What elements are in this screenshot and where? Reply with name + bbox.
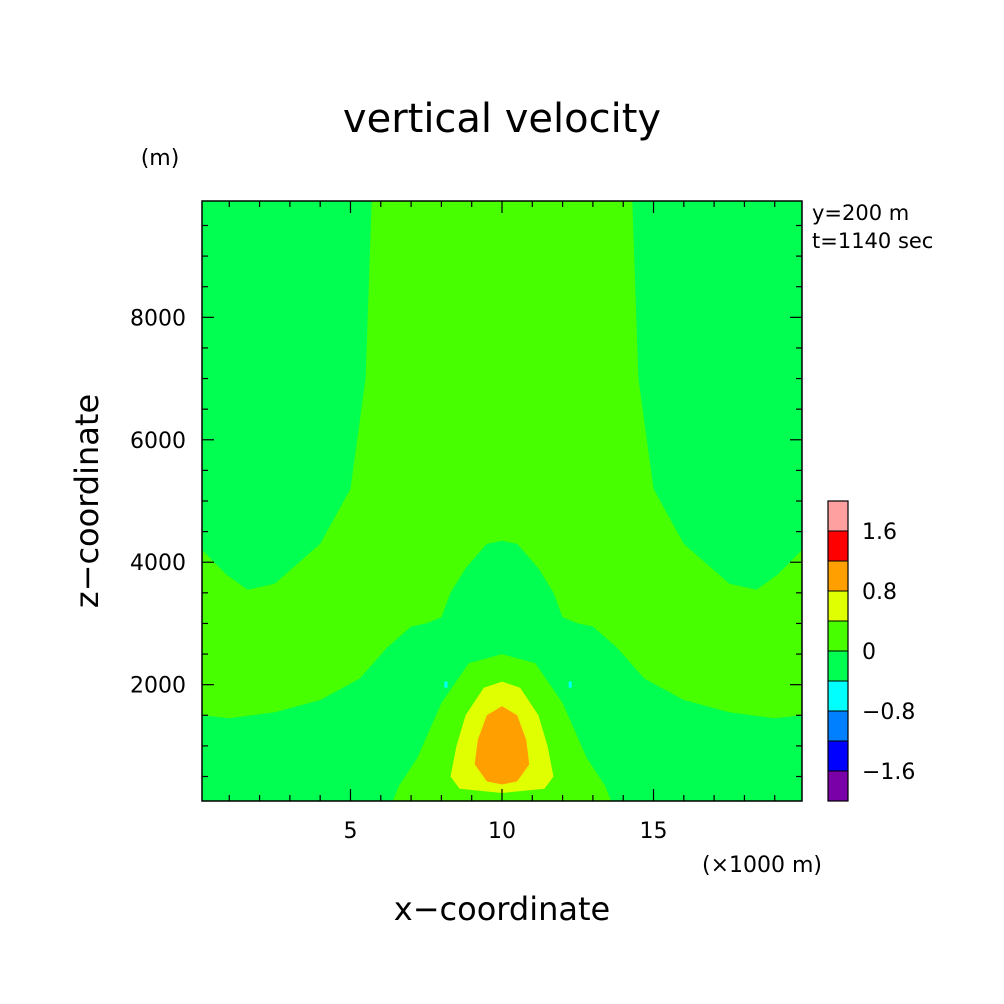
colorbar-swatch [828, 711, 848, 741]
colorbar-tick-label: −0.8 [862, 700, 915, 725]
colorbar-swatch [828, 501, 848, 531]
colorbar-tick-label: −1.6 [862, 760, 915, 785]
x-tick-label: 5 [343, 819, 357, 844]
chart-title: vertical velocity [343, 96, 661, 142]
axis-ticks [202, 201, 802, 801]
y-tick-label: 4000 [130, 551, 186, 576]
colorbar-swatch [828, 651, 848, 681]
contour-downdraft-speck-left [444, 681, 448, 688]
contour-upper-side-lobes-right [632, 201, 802, 590]
y-tick-label: 8000 [130, 306, 186, 331]
plot-area [201, 200, 803, 802]
x-tick-label: 15 [640, 819, 668, 844]
y-tick-labels: 2000 4000 6000 8000 [130, 306, 186, 698]
colorbar-swatch [828, 621, 848, 651]
colorbar-swatch [828, 561, 848, 591]
y-tick-label: 6000 [130, 429, 186, 454]
colorbar-tick-labels: −1.6 −0.8 0 0.8 1.6 [862, 520, 915, 785]
contour-upper-side-lobes [202, 201, 372, 590]
contour-downdraft-speck-right [568, 681, 572, 688]
colorbar-swatch [828, 681, 848, 711]
colorbar-tick-label: 0.8 [862, 580, 897, 605]
y-axis-label: z−coordinate [68, 394, 106, 608]
colorbar-swatch [828, 591, 848, 621]
x-axis-label: x−coordinate [394, 890, 610, 928]
contour-central-zero-band [202, 540, 802, 801]
colorbar [827, 500, 849, 802]
x-tick-label: 10 [488, 819, 516, 844]
x-tick-labels: 5 10 15 [343, 819, 667, 844]
colorbar-swatch [828, 741, 848, 771]
colorbar-tick-label: 0 [862, 640, 876, 665]
annotation-y: y=200 m [812, 201, 909, 225]
contour-fills [202, 201, 802, 801]
colorbar-swatch [828, 771, 848, 801]
y-unit-label: (m) [141, 146, 180, 171]
annotation-time: t=1140 sec [812, 229, 933, 253]
contour-updraft-0.8 [474, 706, 530, 785]
x-unit-label: (×1000 m) [702, 853, 822, 878]
y-tick-label: 2000 [130, 674, 186, 699]
colorbar-swatch [828, 531, 848, 561]
colorbar-tick-label: 1.6 [862, 520, 897, 545]
